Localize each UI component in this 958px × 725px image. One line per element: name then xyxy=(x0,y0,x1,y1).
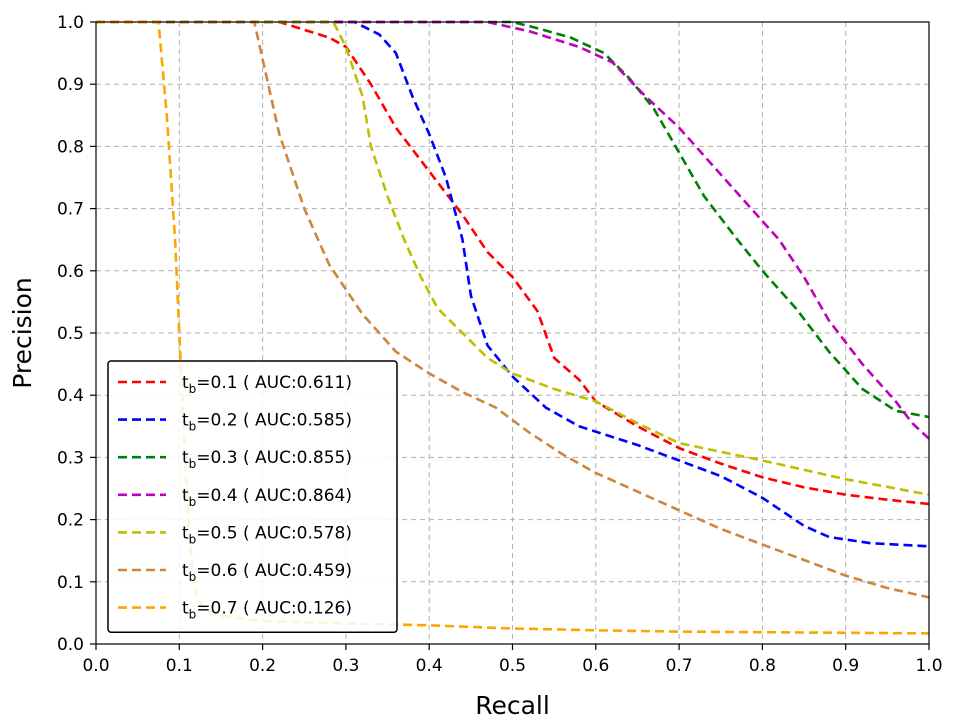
x-tick-label: 0.2 xyxy=(249,656,276,676)
legend-label-4: tb=0.5 ( AUC:0.578) xyxy=(182,523,352,546)
x-tick-label: 1.0 xyxy=(915,656,942,676)
legend-label-symbol: t xyxy=(182,448,189,468)
legend-label-text: =0.7 ( AUC:0.126) xyxy=(196,599,352,619)
legend-label-symbol: t xyxy=(182,523,189,543)
y-axis-title: Precision xyxy=(8,277,37,389)
legend-label-text: =0.5 ( AUC:0.578) xyxy=(196,523,352,543)
x-axis-title: Recall xyxy=(475,691,550,720)
legend-label-2: tb=0.3 ( AUC:0.855) xyxy=(182,448,352,471)
legend-label-subscript: b xyxy=(189,570,197,584)
series-line-3 xyxy=(96,20,930,440)
legend-label-symbol: t xyxy=(182,599,189,619)
y-tick-label: 0.7 xyxy=(57,200,84,220)
y-tick-label: 0.0 xyxy=(57,635,84,655)
legend-label-subscript: b xyxy=(189,382,197,396)
x-tick-label: 0.0 xyxy=(82,656,109,676)
y-tick-label: 0.4 xyxy=(57,386,84,406)
legend-label-subscript: b xyxy=(189,608,197,622)
x-tick-label: 0.6 xyxy=(582,656,609,676)
legend-label-symbol: t xyxy=(182,486,189,506)
y-tick-label: 0.8 xyxy=(57,137,84,157)
legend-label-text: =0.2 ( AUC:0.585) xyxy=(196,411,352,431)
x-tick-label: 0.4 xyxy=(416,656,443,676)
legend-label-symbol: t xyxy=(182,561,189,581)
x-tick-label: 0.8 xyxy=(749,656,776,676)
legend-label-5: tb=0.6 ( AUC:0.459) xyxy=(182,561,352,584)
legend-label-text: =0.6 ( AUC:0.459) xyxy=(196,561,352,581)
legend-label-text: =0.4 ( AUC:0.864) xyxy=(196,486,352,506)
legend-box xyxy=(107,360,398,633)
series-line-1 xyxy=(96,20,930,548)
legend-label-subscript: b xyxy=(189,420,197,434)
y-tick-label: 0.3 xyxy=(57,448,84,468)
legend-label-6: tb=0.7 ( AUC:0.126) xyxy=(182,599,352,622)
x-tick-label: 0.5 xyxy=(499,656,526,676)
legend-label-text: =0.1 ( AUC:0.611) xyxy=(196,373,352,393)
x-tick-label: 0.1 xyxy=(166,656,193,676)
legend-label-subscript: b xyxy=(189,495,197,509)
x-tick-label: 0.9 xyxy=(832,656,859,676)
y-tick-label: 0.1 xyxy=(57,573,84,593)
y-tick-label: 0.6 xyxy=(57,262,84,282)
legend-label-0: tb=0.1 ( AUC:0.611) xyxy=(182,373,352,396)
series-line-2 xyxy=(96,20,930,419)
y-tick-label: 0.2 xyxy=(57,511,84,531)
series-line-4 xyxy=(96,20,930,496)
y-tick-label: 1.0 xyxy=(57,13,84,33)
legend-label-text: =0.3 ( AUC:0.855) xyxy=(196,448,352,468)
legend-label-symbol: t xyxy=(182,373,189,393)
legend-label-3: tb=0.4 ( AUC:0.864) xyxy=(182,486,352,509)
series-line-0 xyxy=(96,20,930,506)
x-tick-label: 0.7 xyxy=(666,656,693,676)
legend-label-subscript: b xyxy=(189,457,197,471)
legend-label-subscript: b xyxy=(189,532,197,546)
legend-label-symbol: t xyxy=(182,411,189,431)
y-tick-label: 0.9 xyxy=(57,75,84,95)
legend: tb=0.1 ( AUC:0.611)tb=0.2 ( AUC:0.585)tb… xyxy=(107,360,398,633)
legend-label-1: tb=0.2 ( AUC:0.585) xyxy=(182,411,352,434)
x-tick-label: 0.3 xyxy=(332,656,359,676)
axis-ticks: 0.0 0.1 0.2 0.3 0.4 0.5 0.6 0.7 0.8 0.9 1.0 0.0 0.1 0… xyxy=(57,13,943,676)
y-tick-label: 0.5 xyxy=(57,324,84,344)
series-line-5 xyxy=(96,20,930,599)
